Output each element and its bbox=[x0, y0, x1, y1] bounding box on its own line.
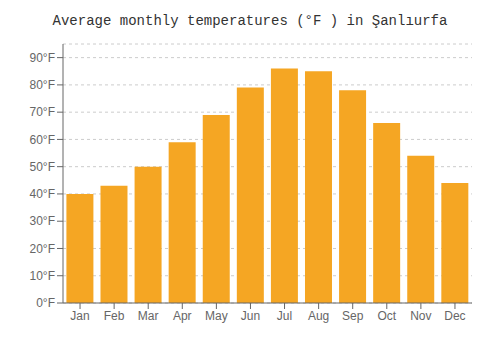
svg-text:70°F: 70°F bbox=[30, 105, 55, 119]
svg-text:Jun: Jun bbox=[241, 309, 260, 323]
svg-text:Dec: Dec bbox=[444, 309, 465, 323]
svg-text:Apr: Apr bbox=[173, 309, 192, 323]
svg-text:May: May bbox=[205, 309, 228, 323]
html-text:Average monthly temperatures (: Average monthly temperatures (°F ) in Şa… bbox=[52, 13, 448, 29]
svg-text:Sep: Sep bbox=[342, 309, 364, 323]
svg-text:Oct: Oct bbox=[377, 309, 396, 323]
svg-text:30°F: 30°F bbox=[30, 214, 55, 228]
svg-text:80°F: 80°F bbox=[30, 78, 55, 92]
svg-text:20°F: 20°F bbox=[30, 242, 55, 256]
svg-text:Jul: Jul bbox=[277, 309, 292, 323]
svg-text:Mar: Mar bbox=[138, 309, 159, 323]
svg-text:Jan: Jan bbox=[70, 309, 89, 323]
svg-text:40°F: 40°F bbox=[30, 187, 55, 201]
svg-text:90°F: 90°F bbox=[30, 51, 55, 65]
svg-text:60°F: 60°F bbox=[30, 133, 55, 147]
svg-text:Feb: Feb bbox=[104, 309, 125, 323]
svg-text:0°F: 0°F bbox=[36, 296, 55, 310]
svg-text:Aug: Aug bbox=[308, 309, 329, 323]
svg-text:10°F: 10°F bbox=[30, 269, 55, 283]
svg-text:Nov: Nov bbox=[410, 309, 431, 323]
svg-text:50°F: 50°F bbox=[30, 160, 55, 174]
